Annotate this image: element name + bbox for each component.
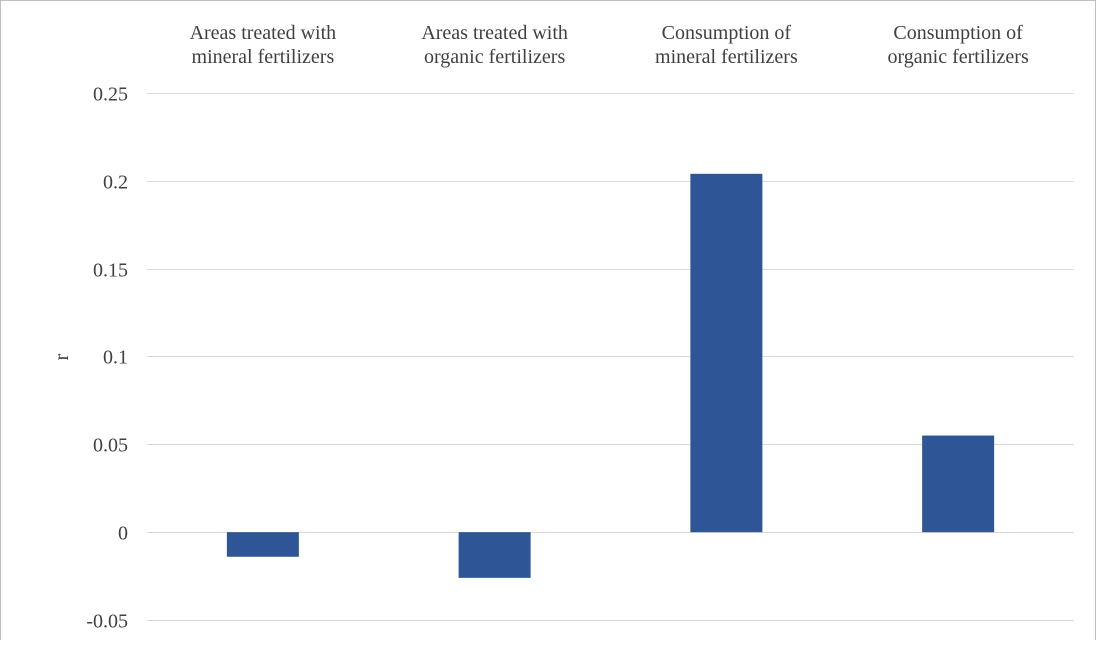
category-label: mineral fertilizers (192, 46, 335, 68)
y-tick-label: -0.05 (86, 611, 128, 633)
category-label: organic fertilizers (424, 46, 565, 68)
category-label: Consumption of (893, 22, 1023, 44)
y-tick-label: 0.25 (93, 84, 128, 106)
bar (690, 173, 763, 533)
y-tick-label: 0.15 (93, 260, 128, 282)
y-tick-label: 0.2 (103, 172, 128, 194)
gridlines (147, 93, 1074, 621)
y-tick-label: 0 (118, 523, 128, 545)
y-axis-ticks: -0.05 0 0.05 0.1 0.15 0.2 0.25 (86, 84, 128, 633)
category-label: Areas treated with (421, 22, 568, 44)
bar (226, 532, 299, 557)
y-tick-label: 0.05 (93, 435, 128, 457)
category-label: Consumption of (662, 22, 792, 44)
category-label: Areas treated with (190, 22, 337, 44)
bars (226, 173, 995, 578)
category-label: mineral fertilizers (655, 46, 798, 68)
category-label: organic fertilizers (888, 46, 1029, 68)
bar (458, 532, 531, 578)
bar (922, 435, 995, 533)
y-tick-label: 0.1 (103, 347, 128, 369)
y-axis-label: r (51, 353, 73, 360)
